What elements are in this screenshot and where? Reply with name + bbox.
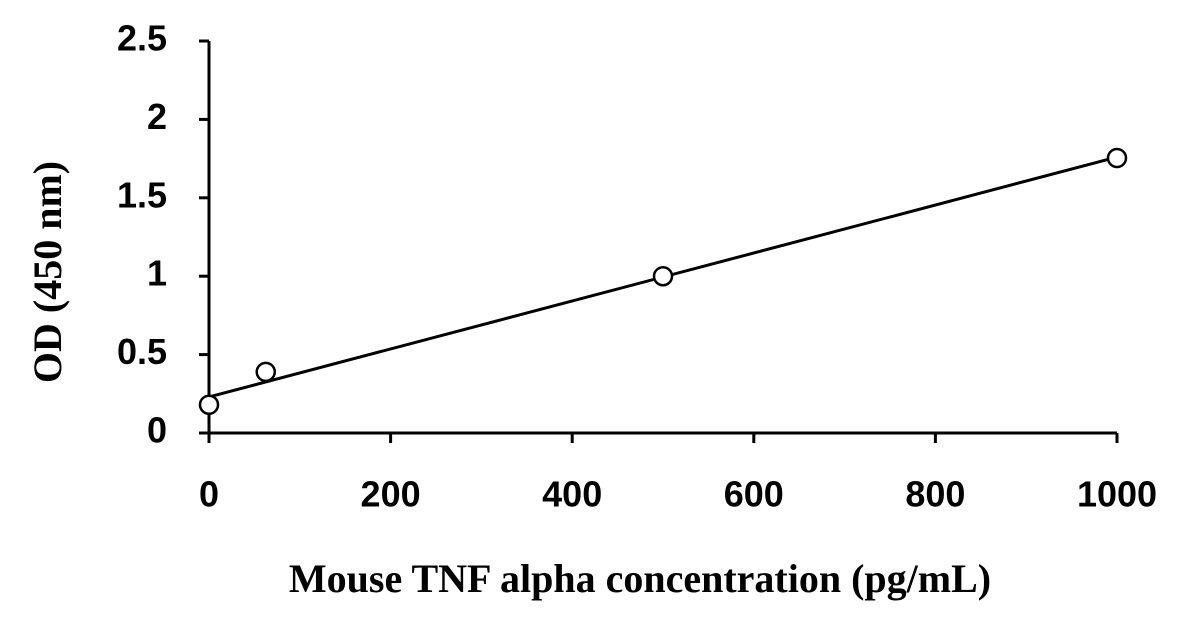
x-tick-label: 200 — [361, 474, 421, 515]
y-tick-label: 0.5 — [117, 331, 167, 372]
x-tick-label: 1000 — [1077, 474, 1157, 515]
x-tick-label: 800 — [905, 474, 965, 515]
x-tick-label: 0 — [199, 474, 219, 515]
y-tick-label: 1.5 — [117, 174, 167, 215]
y-tick-label: 2 — [147, 96, 167, 137]
x-tick-label: 400 — [542, 474, 602, 515]
x-axis-title: Mouse TNF alpha concentration (pg/mL) — [289, 556, 991, 601]
data-point — [255, 361, 276, 383]
y-tick-label: 1 — [147, 253, 167, 294]
data-point — [198, 394, 220, 416]
y-tick-label: 2.5 — [117, 18, 167, 59]
y-axis-title: OD (450 nm) — [25, 161, 70, 383]
x-tick-label: 600 — [724, 474, 784, 515]
y-tick-label: 0 — [147, 410, 167, 451]
data-point — [1106, 147, 1128, 169]
data-point — [652, 265, 674, 287]
